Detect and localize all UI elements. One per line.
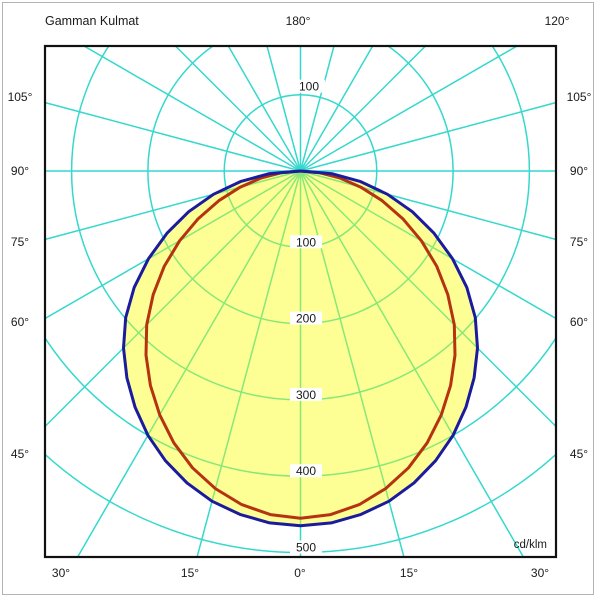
grid-ray <box>45 170 301 241</box>
angle-label-left-45: 45° <box>11 447 29 461</box>
radial-label-mask <box>290 311 322 325</box>
radial-label-mask <box>293 79 325 93</box>
radial-tick-label: 400 <box>296 464 316 478</box>
angle-label-right-105: 105° <box>567 90 592 104</box>
radial-label-mask <box>290 387 322 401</box>
grid-ray <box>82 46 301 172</box>
grid-ray <box>76 170 302 557</box>
grid-ray <box>300 170 556 241</box>
grid-ray <box>45 170 302 428</box>
grid-ray <box>227 46 302 172</box>
angle-label-left-90: 90° <box>11 164 29 178</box>
radial-scale-labels: 100 100 200 300 400 500 <box>290 79 325 555</box>
grid-ray <box>174 46 302 172</box>
intensity-fill <box>123 171 478 526</box>
grid-ray <box>299 170 405 557</box>
radial-tick-label: 300 <box>296 388 316 402</box>
radial-label-mask <box>290 235 322 249</box>
grid-ray <box>299 170 556 428</box>
radial-label-mask <box>290 464 322 478</box>
angle-label-bottom-30L: 30° <box>52 566 70 580</box>
angle-label-right-90: 90° <box>570 164 588 178</box>
radial-tick-label: 500 <box>296 541 316 555</box>
grid-ray <box>300 170 556 320</box>
angle-label-left-60: 60° <box>11 315 29 329</box>
radial-tick-label: 200 <box>296 312 316 326</box>
grid-ray <box>45 170 301 320</box>
outer-curve <box>122 169 479 528</box>
grid-ray <box>299 46 335 172</box>
grid-ray <box>299 46 427 172</box>
grid-ray <box>196 170 302 557</box>
angle-label-bottom-30R: 30° <box>531 566 549 580</box>
angle-label-bottom-15R: 15° <box>400 566 418 580</box>
radial-tick-label: 100 <box>299 80 319 94</box>
grid-ray <box>299 46 374 172</box>
grid-ray <box>45 101 301 172</box>
unit-label: cd/klm <box>514 539 547 551</box>
grid-ray <box>300 46 519 172</box>
angle-label-bottom-15L: 15° <box>181 566 199 580</box>
grid-ray <box>266 46 302 172</box>
angle-label-right-45: 45° <box>570 447 588 461</box>
angle-label-left-105: 105° <box>8 90 33 104</box>
angle-label-right-75: 75° <box>570 235 588 249</box>
angle-label-top-120: 120° <box>545 14 570 28</box>
radial-label-mask <box>290 540 322 554</box>
angle-label-right-60: 60° <box>570 315 588 329</box>
angle-label-top-180: 180° <box>286 14 311 28</box>
chart-title: Gamman Kulmat <box>45 14 139 28</box>
radial-tick-label: 100 <box>296 235 316 249</box>
grid-ray <box>300 101 556 172</box>
grid-ray <box>299 170 525 557</box>
inner-curve <box>144 169 457 520</box>
angle-label-bottom-0: 0° <box>294 566 306 580</box>
angle-label-left-75: 75° <box>11 235 29 249</box>
plot-frame <box>43 44 558 559</box>
